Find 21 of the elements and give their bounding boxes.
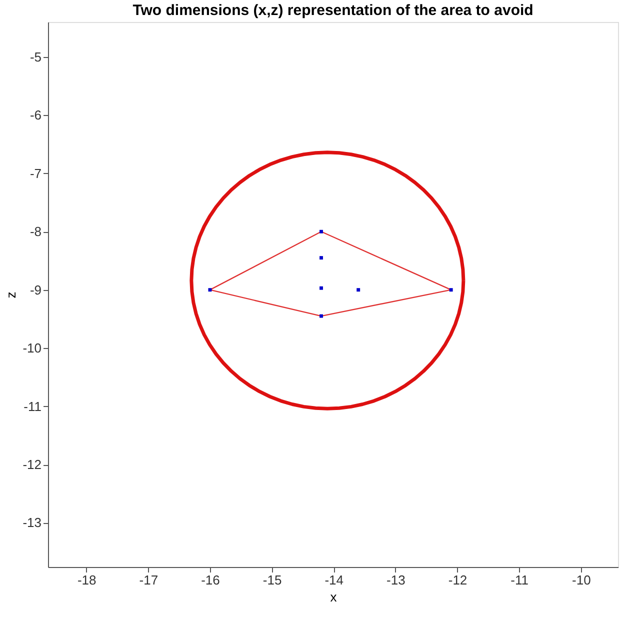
y-tick-label: -5 xyxy=(30,49,42,64)
y-tick-label: -9 xyxy=(30,282,42,298)
y-tick-label: -12 xyxy=(22,457,42,472)
y-tick-label: -13 xyxy=(22,515,42,530)
x-axis-title: x xyxy=(330,590,338,604)
x-tick-label: -13 xyxy=(386,572,406,588)
x-tick-label: -11 xyxy=(510,572,528,588)
y-tick-label: -7 xyxy=(30,166,42,181)
x-tick-label: -15 xyxy=(262,572,282,588)
y-axis-title: z xyxy=(4,292,19,298)
x-tick-label: -14 xyxy=(324,572,344,588)
y-tick-label: -10 xyxy=(22,340,42,356)
y-tick-label: -11 xyxy=(24,398,42,414)
x-tick-label: -12 xyxy=(448,572,468,588)
y-tick-label: -8 xyxy=(30,224,42,240)
chart-title: Two dimensions (x,z) representation of the area to avoid xyxy=(132,2,534,19)
y-tick-label: -6 xyxy=(30,108,42,123)
x-tick-label: -16 xyxy=(201,572,220,588)
x-tick-label: -18 xyxy=(77,572,96,588)
x-tick-label: -10 xyxy=(572,572,591,588)
x-tick-label: -17 xyxy=(139,572,158,588)
